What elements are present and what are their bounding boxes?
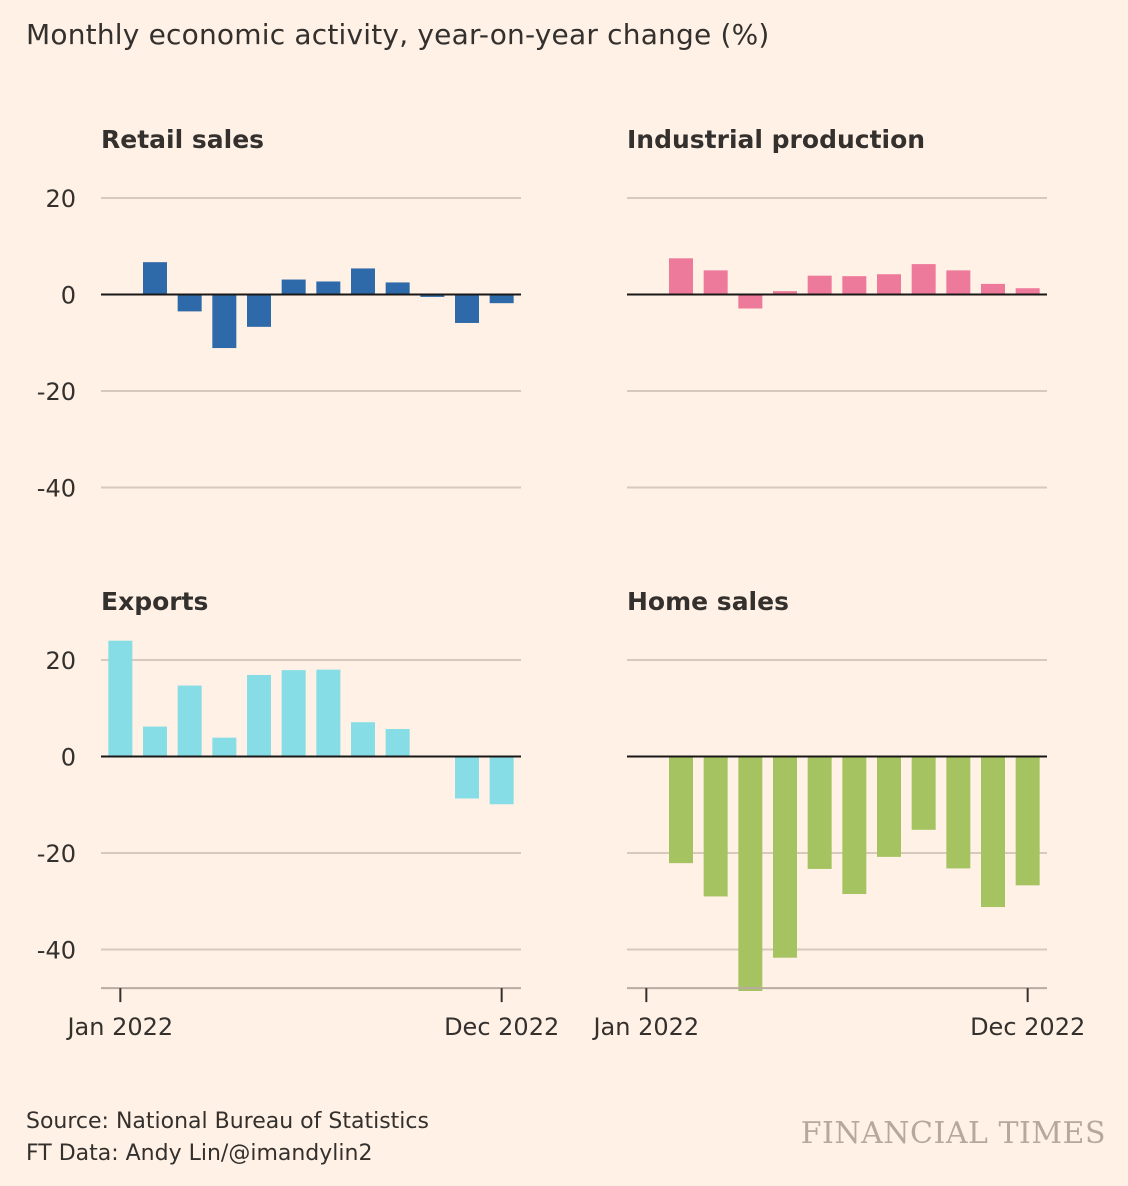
footer: Source: National Bureau of Statistics FT…	[26, 1106, 429, 1170]
y-tick-label-retail-sales: -40	[37, 475, 76, 503]
bar-retail-sales-sep-2022	[385, 282, 410, 295]
bar-home-sales-oct-2022	[946, 756, 971, 869]
bar-home-sales-mar-2022	[703, 756, 728, 897]
bar-exports-aug-2022	[351, 722, 375, 757]
bar-retail-sales-dec-2022	[489, 294, 514, 304]
chart-title: Monthly economic activity, year-on-year …	[26, 18, 770, 51]
bar-industrial-production-sep-2022	[911, 264, 936, 295]
panel-title-industrial-production: Industrial production	[627, 125, 925, 154]
panel-title-home-sales: Home sales	[627, 587, 789, 616]
bar-exports-nov-2022	[455, 756, 479, 799]
credit-note: FT Data: Andy Lin/@imandylin2	[26, 1141, 373, 1166]
bar-retail-sales-may-2022	[247, 294, 271, 327]
bar-industrial-production-dec-2022	[1015, 288, 1040, 295]
panel-title-exports: Exports	[101, 587, 208, 616]
bar-exports-sep-2022	[385, 728, 410, 757]
ft-logo: FINANCIAL TIMES	[800, 1116, 1106, 1151]
bar-retail-sales-mar-2022	[177, 294, 202, 312]
bar-exports-jan-2022	[108, 640, 133, 757]
bar-home-sales-sep-2022	[911, 756, 936, 830]
x-tick-label-exports: Jan 2022	[65, 1013, 173, 1041]
bar-retail-sales-aug-2022	[351, 268, 375, 295]
bar-home-sales-jun-2022	[807, 756, 832, 869]
bar-industrial-production-jul-2022	[842, 276, 867, 295]
panel-title-retail-sales: Retail sales	[101, 125, 264, 154]
y-tick-label-exports: -20	[37, 840, 76, 868]
bar-industrial-production-apr-2022	[738, 294, 763, 309]
bar-retail-sales-jun-2022	[281, 279, 306, 295]
y-tick-label-retail-sales: 20	[45, 185, 76, 213]
y-tick-label-exports: 20	[45, 647, 76, 675]
x-tick-label-home-sales: Jan 2022	[591, 1013, 699, 1041]
bar-exports-dec-2022	[489, 756, 514, 805]
bar-industrial-production-oct-2022	[946, 270, 971, 295]
bar-home-sales-nov-2022	[981, 756, 1005, 908]
bar-industrial-production-jun-2022	[807, 275, 832, 295]
bar-home-sales-jul-2022	[842, 756, 867, 895]
bar-industrial-production-feb-2022	[669, 258, 693, 295]
bar-home-sales-apr-2022	[738, 756, 763, 991]
y-tick-label-exports: -40	[37, 937, 76, 965]
bar-industrial-production-nov-2022	[981, 283, 1005, 295]
bar-retail-sales-nov-2022	[455, 294, 479, 323]
y-tick-label-retail-sales: -20	[37, 378, 76, 406]
x-tick-label-home-sales: Dec 2022	[970, 1013, 1085, 1041]
bar-exports-mar-2022	[177, 685, 202, 757]
bar-industrial-production-may-2022	[773, 291, 797, 295]
bar-home-sales-aug-2022	[877, 756, 901, 857]
bar-retail-sales-apr-2022	[212, 294, 237, 349]
bar-retail-sales-oct-2022	[420, 294, 445, 297]
bar-exports-may-2022	[247, 674, 271, 757]
bar-home-sales-dec-2022	[1015, 756, 1040, 886]
bar-industrial-production-aug-2022	[877, 274, 901, 295]
bar-exports-jul-2022	[316, 669, 341, 757]
bar-retail-sales-jul-2022	[316, 281, 341, 295]
y-tick-label-retail-sales: 0	[61, 282, 76, 310]
bar-exports-jun-2022	[281, 670, 306, 757]
source-note: Source: National Bureau of Statistics	[26, 1109, 429, 1134]
y-tick-label-exports: 0	[61, 744, 76, 772]
bar-exports-apr-2022	[212, 737, 237, 757]
x-tick-label-exports: Dec 2022	[444, 1013, 559, 1041]
bar-retail-sales-feb-2022	[143, 262, 167, 295]
bar-exports-feb-2022	[143, 726, 167, 757]
bar-home-sales-feb-2022	[669, 756, 693, 864]
bar-home-sales-may-2022	[773, 756, 797, 958]
bar-industrial-production-mar-2022	[703, 270, 728, 295]
